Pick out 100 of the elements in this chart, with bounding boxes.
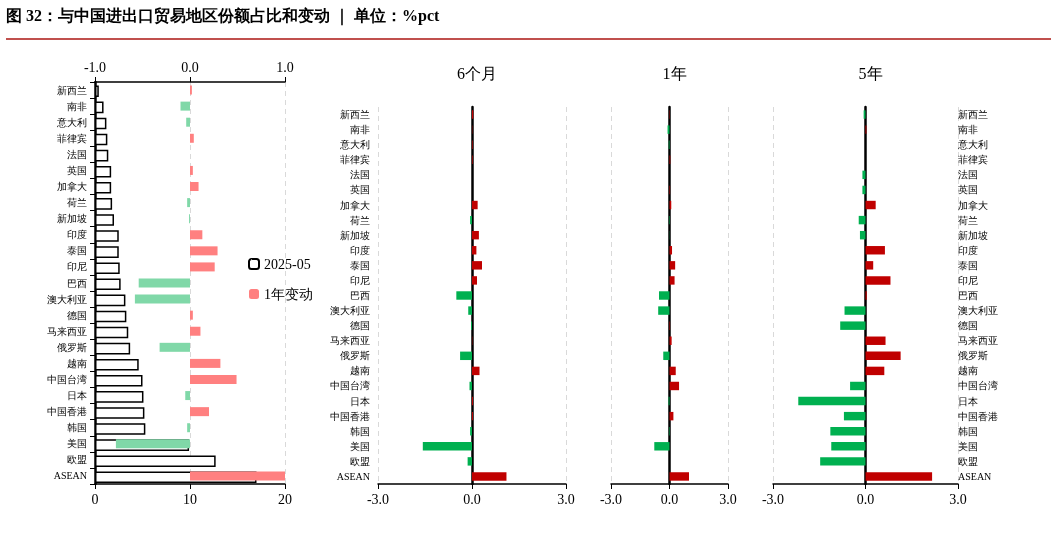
y-tick-label: 南非 bbox=[350, 124, 370, 136]
legend-label: 2025-05 bbox=[264, 256, 311, 272]
bar bbox=[843, 411, 866, 421]
x-tick-label: 10 bbox=[183, 491, 197, 507]
y-tick-label: 法国 bbox=[958, 169, 978, 181]
bar bbox=[669, 366, 676, 376]
x-tick-label: 0.0 bbox=[660, 491, 679, 507]
y-tick-label: 中国台湾 bbox=[330, 380, 370, 392]
y-tick-label: 荷兰 bbox=[67, 197, 87, 209]
y-tick-label: 加拿大 bbox=[340, 199, 370, 211]
legend-label: 1年变动 bbox=[264, 286, 313, 302]
bar bbox=[865, 336, 886, 345]
y-tick-label: 荷兰 bbox=[350, 214, 370, 226]
y-tick-label: 日本 bbox=[67, 390, 87, 402]
bar bbox=[865, 351, 901, 361]
bar bbox=[865, 261, 874, 270]
x-tick-label: 3.0 bbox=[557, 491, 575, 507]
y-tick-label: 欧盟 bbox=[67, 454, 87, 466]
bar bbox=[460, 351, 472, 361]
y-tick-label: 新加坡 bbox=[57, 213, 87, 225]
y-tick-label: 印度 bbox=[958, 244, 978, 256]
bar bbox=[850, 381, 866, 391]
y-tick-label: 新西兰 bbox=[57, 84, 87, 96]
y-tick-label: 加拿大 bbox=[57, 181, 87, 193]
bar bbox=[472, 261, 483, 270]
y-tick-label: 印尼 bbox=[350, 274, 370, 286]
y-tick-label: 印度 bbox=[67, 229, 87, 241]
chart-title: 6个月 bbox=[457, 64, 497, 82]
y-tick-label: 泰国 bbox=[67, 245, 87, 257]
y-tick-label: 意大利 bbox=[56, 116, 87, 128]
x-tick-label: 0.0 bbox=[856, 491, 875, 507]
y-tick-label: 意大利 bbox=[339, 139, 370, 151]
y-tick-label: 法国 bbox=[67, 148, 87, 160]
x2-tick-label: 0.0 bbox=[181, 59, 199, 75]
bar bbox=[831, 442, 866, 451]
y-tick-label: 马来西亚 bbox=[47, 325, 87, 337]
bar bbox=[862, 170, 866, 180]
bar bbox=[858, 215, 866, 225]
chart-title: 1年 bbox=[662, 64, 687, 82]
y-tick-label: ASEAN bbox=[336, 470, 370, 482]
y-tick-label: 巴西 bbox=[67, 277, 87, 289]
y-tick-label: 韩国 bbox=[350, 425, 370, 437]
y-tick-label: 新西兰 bbox=[958, 109, 988, 121]
y-tick-label: 中国台湾 bbox=[958, 380, 998, 392]
y-tick-label: 菲律宾 bbox=[340, 154, 370, 166]
chart-title: 图 32：与中国进出口贸易地区份额占比和变动 ｜ 单位：%pct bbox=[6, 4, 1051, 40]
y-tick-label: 菲律宾 bbox=[57, 132, 87, 144]
y-tick-label: 印尼 bbox=[67, 261, 87, 273]
y-tick-label: 巴西 bbox=[958, 290, 978, 301]
y-tick-label: 南非 bbox=[958, 124, 978, 136]
y-tick-label: 泰国 bbox=[958, 259, 978, 271]
y-tick-label: 中国台湾 bbox=[47, 373, 87, 385]
bar bbox=[669, 276, 675, 285]
y-tick-label: 法国 bbox=[350, 169, 370, 181]
x-tick-label: 20 bbox=[278, 491, 292, 507]
bar bbox=[663, 351, 670, 361]
y-tick-label: 印尼 bbox=[958, 274, 978, 286]
y-tick-label: 澳大利亚 bbox=[330, 305, 370, 317]
bar bbox=[472, 472, 507, 481]
bar bbox=[859, 230, 866, 240]
bar bbox=[654, 442, 670, 451]
bar bbox=[798, 396, 866, 406]
bar bbox=[658, 306, 670, 315]
y-tick-label: 德国 bbox=[350, 320, 370, 332]
x2-tick-label: 1.0 bbox=[276, 59, 294, 75]
y-tick-label: 澳大利亚 bbox=[958, 305, 998, 317]
y-tick-label: 荷兰 bbox=[958, 214, 978, 226]
y-tick-label: 马来西亚 bbox=[958, 335, 998, 347]
y-tick-label: 南非 bbox=[67, 100, 87, 112]
y-tick-label: 新加坡 bbox=[340, 229, 370, 241]
y-tick-label: 俄罗斯 bbox=[57, 341, 87, 353]
y-tick-label: 德国 bbox=[67, 309, 87, 321]
y-tick-label: 韩国 bbox=[67, 422, 87, 434]
y-tick-label: 新加坡 bbox=[958, 229, 988, 241]
y-tick-label: 日本 bbox=[958, 395, 978, 407]
x-tick-label: 3.0 bbox=[719, 491, 737, 507]
y-tick-label: 泰国 bbox=[350, 259, 370, 271]
y-tick-label: 欧盟 bbox=[350, 455, 370, 467]
bar bbox=[820, 457, 866, 466]
y-tick-label: 越南 bbox=[67, 357, 87, 369]
bar bbox=[865, 200, 876, 210]
y-tick-label: 加拿大 bbox=[958, 199, 988, 211]
bar bbox=[472, 276, 478, 285]
y-tick-label: 英国 bbox=[67, 164, 87, 176]
bar bbox=[844, 306, 866, 315]
bar bbox=[830, 427, 866, 436]
y-tick-label: 英国 bbox=[958, 184, 978, 196]
bar bbox=[422, 442, 472, 451]
bar bbox=[865, 472, 933, 481]
y-tick-label: 日本 bbox=[350, 395, 370, 407]
y-tick-label: 俄罗斯 bbox=[958, 350, 988, 362]
bar bbox=[865, 276, 891, 285]
y-tick-label: 马来西亚 bbox=[330, 335, 370, 347]
y-tick-label: 美国 bbox=[67, 438, 87, 450]
y-tick-label: 德国 bbox=[958, 320, 978, 332]
x2-tick-label: -1.0 bbox=[83, 59, 107, 75]
x-tick-label: 0.0 bbox=[463, 491, 481, 507]
y-tick-label: 新西兰 bbox=[340, 109, 370, 121]
y-tick-label: 中国香港 bbox=[47, 406, 87, 418]
y-tick-label: 意大利 bbox=[957, 139, 988, 151]
